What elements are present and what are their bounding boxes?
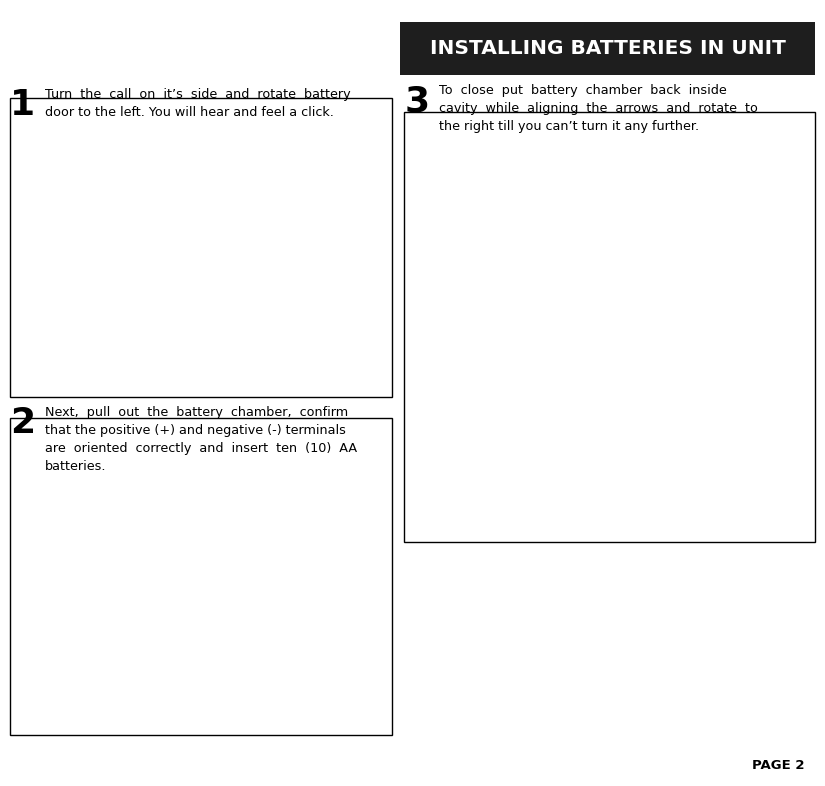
Bar	[404, 112, 815, 542]
Text: INSTALLING BATTERIES IN UNIT: INSTALLING BATTERIES IN UNIT	[430, 39, 785, 58]
Bar	[400, 22, 815, 75]
Text: PAGE 2: PAGE 2	[752, 758, 804, 772]
Text: 2: 2	[10, 406, 35, 439]
Text: Turn  the  call  on  it’s  side  and  rotate  battery
door to the left. You will: Turn the call on it’s side and rotate ba…	[45, 88, 350, 119]
Text: 1: 1	[10, 88, 35, 122]
Bar	[10, 98, 392, 397]
Bar	[10, 418, 392, 735]
Text: To  close  put  battery  chamber  back  inside
cavity  while  aligning  the  arr: To close put battery chamber back inside…	[439, 84, 758, 133]
Text: Next,  pull  out  the  battery  chamber,  confirm
that the positive (+) and nega: Next, pull out the battery chamber, conf…	[45, 406, 356, 472]
Text: 3: 3	[404, 84, 429, 118]
